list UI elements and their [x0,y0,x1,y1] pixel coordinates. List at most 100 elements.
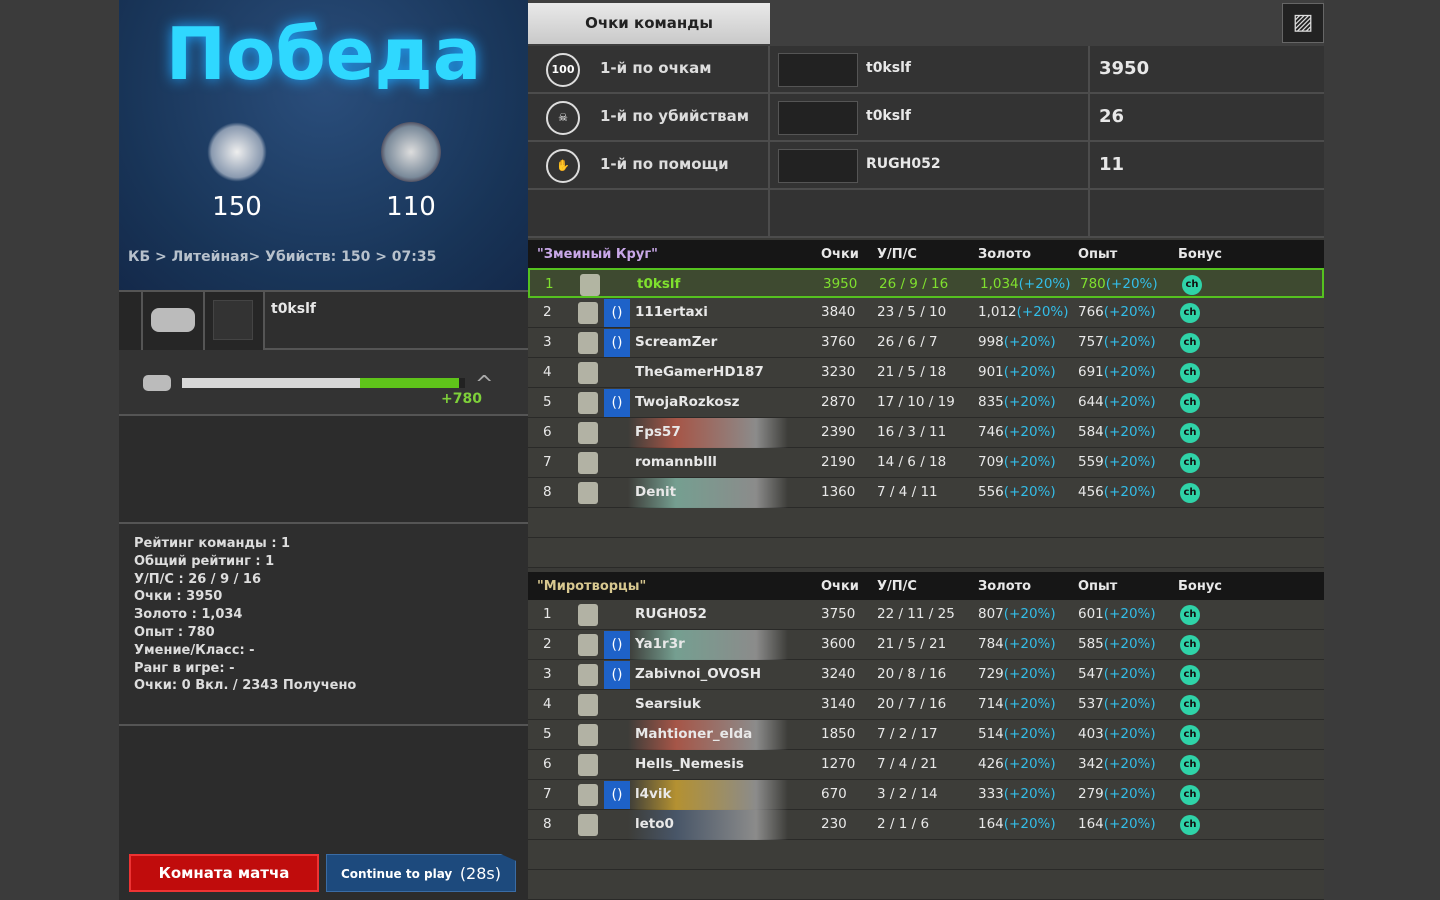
player-name[interactable]: Zabivnoi_OVOSH [635,666,762,682]
player-row[interactable]: 3() Zabivnoi_OVOSH 3240 20 / 8 / 16 729(+20%… [528,660,1324,690]
player-row[interactable]: 7() l4vik 670 3 / 2 / 14 333(+20%) 279(+20%) c… [528,780,1324,810]
exp-value: 279 [1078,786,1104,802]
player-kda: 2 / 1 / 6 [877,816,930,832]
player-row[interactable]: 8 leto0 230 2 / 1 / 6 164(+20%) 164(+20%) ch [528,810,1324,840]
xp-gain: +780 [441,391,482,407]
stat-line: У/П/С : 26 / 9 / 16 [134,571,262,587]
player-row[interactable]: 5() TwojaRozkosz 2870 17 / 10 / 19 835(+20%)… [528,388,1324,418]
row-rank: 4 [543,696,552,712]
player-points: 3760 [821,334,856,350]
player-row[interactable]: 5 Mahtioner_elda 1850 7 / 2 / 17 514(+20%) 40… [528,720,1324,750]
stat-line: Золото : 1,034 [134,607,243,623]
player-gold: 998(+20%) [978,334,1056,350]
rank-slot [119,292,143,350]
player-row[interactable]: 4 Searsiuk 3140 20 / 7 / 16 714(+20%) 537(+20… [528,690,1324,720]
image-icon: ▨ [1292,10,1314,35]
gold-bonus: (+20%) [1003,606,1056,622]
player-points: 3140 [821,696,856,712]
player-name[interactable]: romannblll [635,454,717,470]
gold-value: 729 [978,666,1004,682]
player-banner [628,630,788,660]
player-row[interactable]: 4 TheGamerHD187 3230 21 / 5 / 18 901(+20%) 69… [528,358,1324,388]
player-row[interactable]: 8 Denit 1360 7 / 4 / 11 556(+20%) 456(+20%) ch [528,478,1324,508]
player-row[interactable]: 2() Ya1r3r 3600 21 / 5 / 21 784(+20%) 585(+20… [528,630,1324,660]
player-kda: 14 / 6 / 18 [877,454,947,470]
gold-bonus: (+20%) [1016,304,1069,320]
player-kda: 23 / 5 / 10 [877,304,947,320]
bonus-ch-icon: ch [1180,755,1200,775]
column-header-points: Очки [821,579,859,594]
player-name[interactable]: Hells_Nemesis [635,756,744,772]
award-value: 3950 [1099,58,1150,79]
player-name[interactable]: Mahtioner_elda [635,726,753,742]
player-kda: 21 / 5 / 21 [877,636,947,652]
bonus-ch-icon: ch [1180,815,1200,835]
player-name[interactable]: Searsiuk [635,696,701,712]
player-gold: 784(+20%) [978,636,1056,652]
award-row: ☠ 1-й по убийствам t0kslf 26 [528,94,1324,142]
row-rank: 4 [543,364,552,380]
clan-laurel-icon: () [604,781,630,809]
player-name[interactable]: RUGH052 [635,606,707,622]
player-name[interactable]: ScreamZer [635,334,718,350]
exp-bonus: (+20%) [1103,364,1156,380]
player-gold: 556(+20%) [978,484,1056,500]
player-row[interactable]: 7 romannblll 2190 14 / 6 / 18 709(+20%) 559(+… [528,448,1324,478]
gold-bonus: (+20%) [1018,276,1071,292]
player-row[interactable]: 1 t0kslf 3950 26 / 9 / 16 1,034(+20%) 780(+20… [528,268,1324,298]
row-rank: 2 [543,636,552,652]
award-player-cell: RUGH052 [770,142,1090,188]
player-name[interactable]: t0kslf [637,276,681,292]
exp-value: 547 [1078,666,1104,682]
row-rank: 7 [543,454,552,470]
column-header-kda: У/П/С [877,579,917,594]
dogtag-icon [143,292,205,350]
gold-bonus: (+20%) [1003,696,1056,712]
player-gold: 164(+20%) [978,816,1056,832]
exp-value: 456 [1078,484,1104,500]
player-points: 3240 [821,666,856,682]
exp-bonus: (+20%) [1103,484,1156,500]
player-gold: 835(+20%) [978,394,1056,410]
exp-bonus: (+20%) [1103,726,1156,742]
player-name[interactable]: Ya1r3r [635,636,685,652]
bonus-ch-icon: ch [1180,785,1200,805]
award-cell [528,190,770,236]
stat-line: Ранг в игре: - [134,660,235,676]
exp-value: 403 [1078,726,1104,742]
tab-team-points[interactable]: Очки команды [528,3,770,44]
gold-value: 709 [978,454,1004,470]
player-name[interactable]: 111ertaxi [635,304,708,320]
empty-row [528,508,1324,538]
player-exp: 757(+20%) [1078,334,1156,350]
screenshot-button[interactable]: ▨ [1282,3,1324,43]
rank-insignia-icon [578,754,598,776]
player-name[interactable]: leto0 [635,816,674,832]
award-cell: ☠ 1-й по убийствам [528,94,770,140]
award-label: 1-й по убийствам [600,107,750,125]
player-row[interactable]: 2() 111ertaxi 3840 23 / 5 / 10 1,012(+20%) 76… [528,298,1324,328]
column-header-points: Очки [821,247,859,262]
bonus-ch-icon: ch [1180,695,1200,715]
rank-insignia-icon [580,274,600,296]
bonus-ch-icon: ch [1180,393,1200,413]
award-player-name: RUGH052 [866,156,941,172]
gold-value: 998 [978,334,1004,350]
player-row[interactable]: 3() ScreamZer 3760 26 / 6 / 7 998(+20%) 757(+… [528,328,1324,358]
exp-value: 164 [1078,816,1104,832]
player-name[interactable]: TwojaRozkosz [635,394,740,410]
player-row[interactable]: 1 RUGH052 3750 22 / 11 / 25 807(+20%) 601(+20… [528,600,1324,630]
player-name[interactable]: TheGamerHD187 [635,364,764,380]
player-row[interactable]: 6 Fps57 2390 16 / 3 / 11 746(+20%) 584(+20%) c… [528,418,1324,448]
player-name[interactable]: Fps57 [635,424,681,440]
player-name[interactable]: l4vik [635,786,672,802]
empty-row [528,840,1324,870]
player-points: 3840 [821,304,856,320]
player-kda: 7 / 2 / 17 [877,726,938,742]
player-row[interactable]: 6 Hells_Nemesis 1270 7 / 4 / 21 426(+20%) 342… [528,750,1324,780]
match-room-button[interactable]: Комната матча [129,854,319,892]
gold-bonus: (+20%) [1003,334,1056,350]
continue-button[interactable]: Continue to play (28s) [326,854,516,892]
gold-bonus: (+20%) [1003,484,1056,500]
player-name[interactable]: Denit [635,484,677,500]
